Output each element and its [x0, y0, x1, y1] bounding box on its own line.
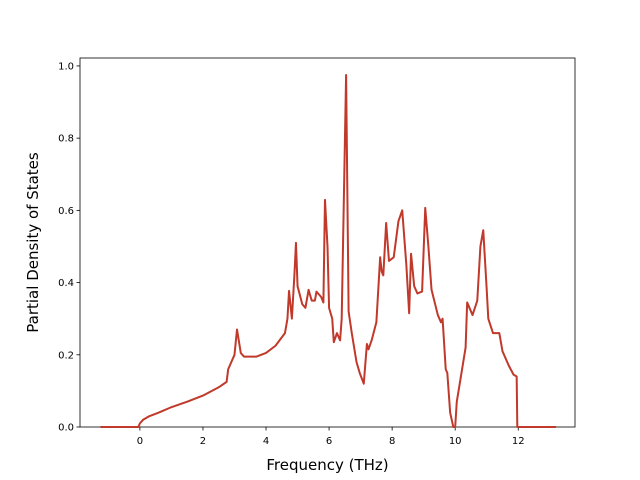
- x-tick-label: 0: [137, 436, 143, 447]
- x-tick-label: 6: [326, 436, 332, 447]
- y-tick-label: 0.8: [58, 134, 74, 145]
- x-tick-label: 10: [449, 436, 462, 447]
- x-tick-label: 8: [389, 436, 395, 447]
- x-tick-label: 12: [512, 436, 525, 447]
- y-tick-label: 0.4: [58, 278, 74, 289]
- y-tick-label: 0.6: [58, 206, 74, 217]
- y-tick-label: 0.2: [58, 350, 74, 361]
- x-tick-label: 4: [263, 436, 269, 447]
- y-tick-label: 0.0: [58, 423, 74, 434]
- y-axis-label: Partial Density of States: [24, 152, 42, 333]
- x-axis-label: Frequency (THz): [266, 456, 388, 474]
- y-tick-label: 1.0: [58, 61, 74, 72]
- x-tick-label: 2: [200, 436, 206, 447]
- line: [100, 73, 557, 428]
- plot-frame: [79, 57, 576, 428]
